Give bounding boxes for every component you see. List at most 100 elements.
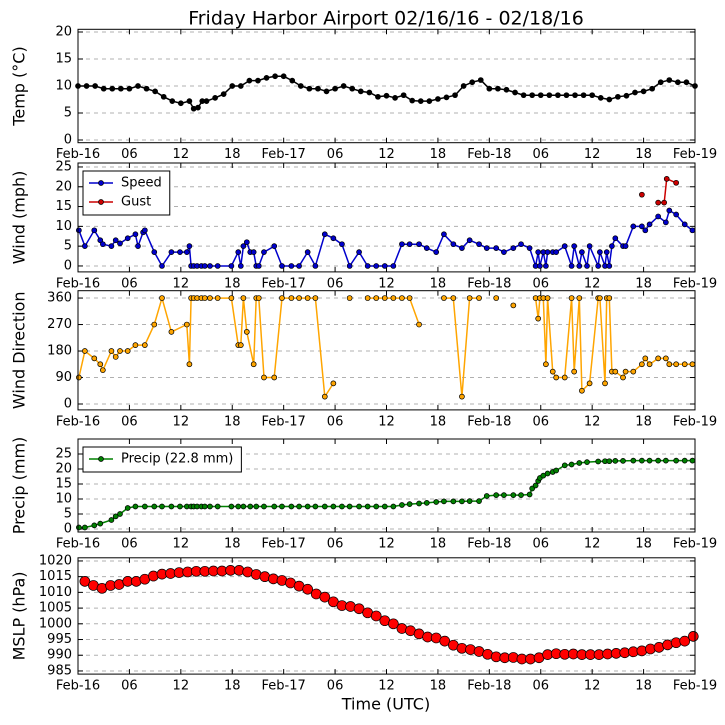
x-tick-label: 12 — [378, 679, 395, 694]
y-tick-label: 360 — [47, 291, 72, 306]
data-point — [535, 249, 542, 255]
data-point — [510, 492, 517, 498]
x-tick-label: 12 — [173, 147, 190, 162]
y-tick-label: 10 — [55, 219, 72, 234]
data-point — [689, 361, 696, 368]
data-point — [168, 249, 175, 255]
data-point — [501, 249, 507, 255]
y-tick-label: 10 — [55, 492, 72, 507]
data-point — [435, 96, 441, 102]
data-point — [399, 295, 405, 301]
x-tick-label: Feb-16 — [56, 679, 100, 694]
data-point — [79, 576, 91, 587]
data-point — [364, 295, 371, 301]
data-point — [312, 263, 319, 269]
data-point — [201, 263, 208, 269]
data-point — [339, 503, 345, 510]
x-tick-label: Feb-18 — [467, 537, 511, 552]
data-point — [689, 227, 696, 234]
y-axis-label: Wind Direction — [10, 292, 29, 410]
data-point — [553, 249, 560, 255]
data-point — [124, 348, 131, 354]
data-point — [632, 89, 638, 96]
y-tick-label: 990 — [47, 648, 72, 663]
series-line — [658, 177, 677, 204]
y-tick-label: 15 — [55, 199, 72, 214]
plot-frame — [77, 28, 696, 144]
data-point — [537, 92, 544, 99]
data-point — [346, 263, 353, 269]
series-line — [78, 209, 693, 269]
x-tick-label: 06 — [327, 537, 344, 552]
data-point — [623, 92, 630, 99]
x-tick-label: Feb-18 — [467, 147, 511, 162]
data-point — [689, 457, 696, 464]
data-point — [141, 227, 148, 234]
data-point — [663, 355, 669, 362]
data-point — [323, 88, 330, 95]
data-point — [476, 295, 482, 301]
x-tick-label: 12 — [173, 679, 190, 694]
data-point — [584, 459, 590, 465]
data-point — [207, 295, 213, 301]
data-point — [124, 235, 131, 242]
data-point — [663, 219, 669, 226]
data-point — [655, 457, 662, 464]
data-point — [589, 92, 596, 99]
data-point — [606, 96, 613, 103]
data-point — [97, 520, 104, 527]
data-point — [207, 503, 213, 510]
data-point — [655, 355, 662, 362]
data-point — [663, 175, 670, 182]
data-point — [288, 503, 295, 510]
data-point — [297, 83, 304, 89]
data-point — [520, 92, 527, 99]
plot-frame — [77, 290, 696, 411]
data-point — [555, 92, 561, 99]
data-point — [655, 199, 662, 206]
x-tick-label: 06 — [121, 276, 138, 291]
data-point — [132, 231, 139, 238]
data-point — [459, 498, 465, 505]
data-point — [681, 361, 688, 368]
data-point — [597, 295, 603, 301]
data-point — [304, 249, 311, 255]
data-point — [476, 241, 482, 248]
y-tick-label: 0 — [64, 258, 72, 273]
data-point — [546, 92, 553, 99]
y-tick-label: 0 — [64, 522, 72, 537]
data-point — [543, 263, 549, 269]
x-tick-label: 18 — [635, 276, 652, 291]
y-tick-label: 1005 — [39, 601, 72, 616]
data-point — [595, 263, 602, 269]
x-tick-label: 12 — [584, 276, 601, 291]
data-point — [112, 513, 119, 520]
data-point — [330, 503, 337, 510]
data-point — [304, 295, 311, 301]
data-point — [630, 223, 637, 230]
x-tick-label: 06 — [532, 147, 549, 162]
data-point — [439, 635, 451, 647]
data-point — [117, 348, 123, 354]
data-point — [100, 367, 106, 374]
data-point — [169, 98, 176, 104]
data-point — [639, 457, 645, 464]
x-tick-label: Feb-17 — [262, 276, 306, 291]
data-point — [112, 354, 119, 360]
y-tick-label: 270 — [47, 317, 72, 332]
x-tick-label: 06 — [532, 537, 549, 552]
data-point — [535, 315, 542, 322]
data-point — [214, 295, 221, 301]
data-point — [399, 241, 405, 248]
y-tick-label: 15 — [55, 52, 72, 67]
data-point — [349, 85, 356, 92]
data-point — [612, 368, 619, 375]
x-tick-label: Feb-16 — [56, 276, 100, 291]
data-point — [91, 355, 98, 362]
data-point — [159, 503, 165, 510]
data-point — [673, 211, 679, 218]
data-point — [100, 85, 107, 92]
data-point — [666, 207, 673, 214]
data-point — [183, 249, 190, 255]
x-tick-label: 12 — [378, 276, 395, 291]
